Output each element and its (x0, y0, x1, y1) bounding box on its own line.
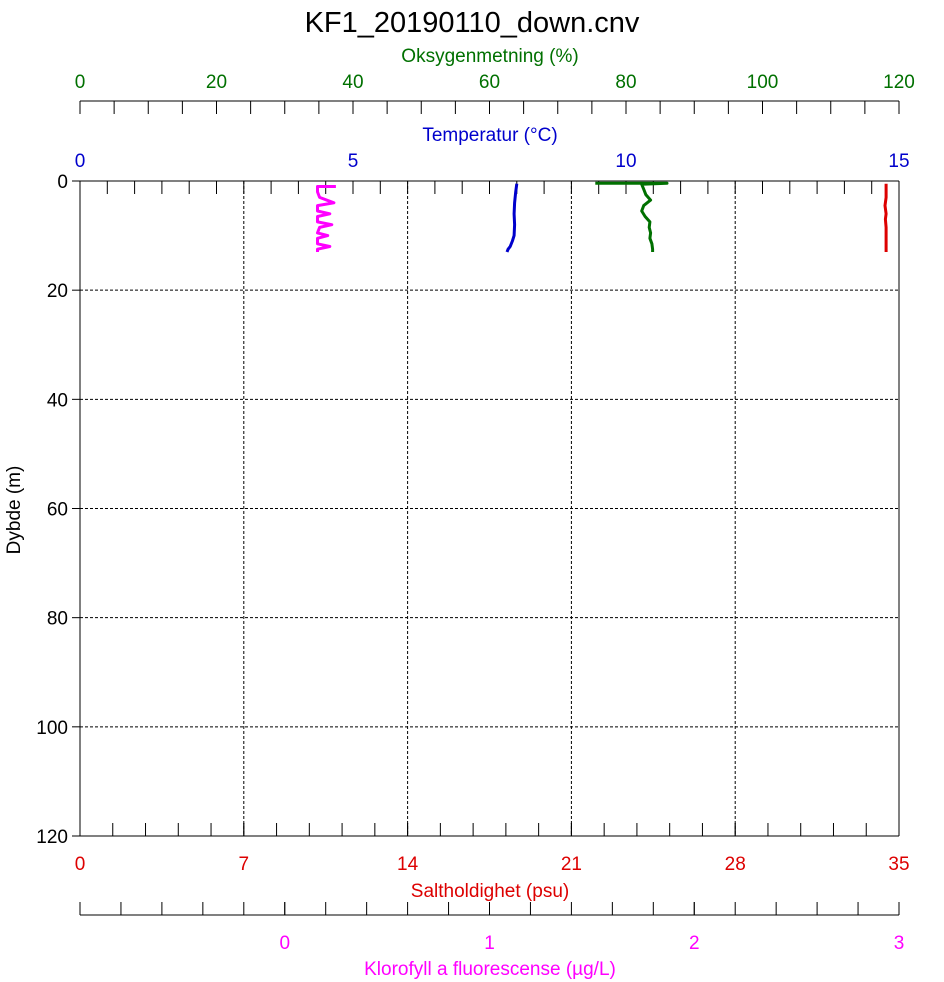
chlorophyll-tick-label: 1 (484, 933, 495, 954)
chlorophyll-axis-label: Klorofyll a fluorescense (µg/L) (364, 959, 616, 980)
depth-tick-label: 80 (47, 609, 68, 630)
depth-tick-label: 40 (47, 390, 68, 411)
temperature-tick-label: 0 (75, 151, 86, 172)
depth-tick-label: 120 (36, 827, 68, 848)
salinity-tick-label: 14 (397, 854, 419, 875)
oxygen-axis-label: Oksygenmetning (%) (401, 46, 578, 67)
depth-tick-label: 20 (47, 281, 68, 302)
profile-series (316, 181, 888, 253)
oxygen-tick-label: 80 (615, 72, 636, 93)
chlorophyll-tick-label: 3 (894, 933, 905, 954)
oxygen-tick-label: 60 (479, 72, 500, 93)
temperature-tick-label: 10 (615, 151, 636, 172)
grid (80, 181, 899, 836)
oxygen-tick-label: 100 (747, 72, 779, 93)
salinity-axis-label: Saltholdighet (psu) (411, 881, 569, 902)
salinity-tick-label: 21 (561, 854, 582, 875)
temperature-tick-label: 5 (348, 151, 359, 172)
depth-tick-label: 0 (57, 172, 68, 193)
oxygen-tick-label: 20 (206, 72, 227, 93)
salinity-axis: Saltholdighet (psu) 0 7 14 21 28 35 (75, 823, 910, 902)
chart-title: KF1_20190110_down.cnv (305, 7, 640, 39)
depth-axis-label: Dybde (m) (4, 466, 25, 555)
oxygen-axis: Oksygenmetning (%) 0 20 40 60 80 100 120 (75, 46, 915, 114)
temperature-tick-label: 15 (888, 151, 909, 172)
depth-tick-label: 100 (36, 718, 68, 739)
temperature-axis: Temperatur (°C) 0 5 10 15 (75, 125, 910, 194)
oxygen-tick-label: 0 (75, 72, 86, 93)
salinity-tick-label: 28 (725, 854, 746, 875)
chlorophyll-axis: Klorofyll a fluorescense (µg/L) 0 1 2 3 (79, 902, 905, 980)
salinity-profile-line (883, 183, 888, 252)
salinity-tick-label: 35 (888, 854, 909, 875)
chlorophyll-tick-label: 0 (279, 933, 290, 954)
chlorophyll-tick-label: 2 (689, 933, 700, 954)
depth-axis: Dybde (m) 0 20 40 60 80 100 120 (4, 172, 80, 848)
chlorophyll-profile-line (316, 185, 336, 252)
temperature-profile-line (505, 183, 519, 253)
salinity-tick-label: 7 (239, 854, 250, 875)
temperature-axis-label: Temperatur (°C) (422, 125, 557, 146)
oxygen-tick-label: 40 (342, 72, 363, 93)
depth-tick-label: 60 (47, 500, 68, 521)
oxygen-profile-line (595, 181, 669, 252)
salinity-tick-label: 0 (75, 854, 86, 875)
oxygen-tick-label: 120 (883, 72, 915, 93)
